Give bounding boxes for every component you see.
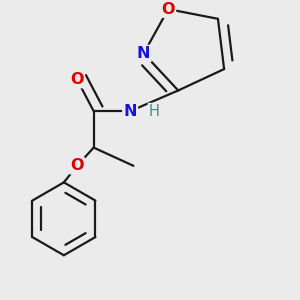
Text: O: O bbox=[161, 2, 175, 17]
Text: N: N bbox=[137, 46, 150, 61]
Text: O: O bbox=[70, 158, 84, 173]
Text: O: O bbox=[70, 72, 84, 87]
Text: N: N bbox=[123, 103, 137, 118]
Text: H: H bbox=[148, 103, 159, 118]
